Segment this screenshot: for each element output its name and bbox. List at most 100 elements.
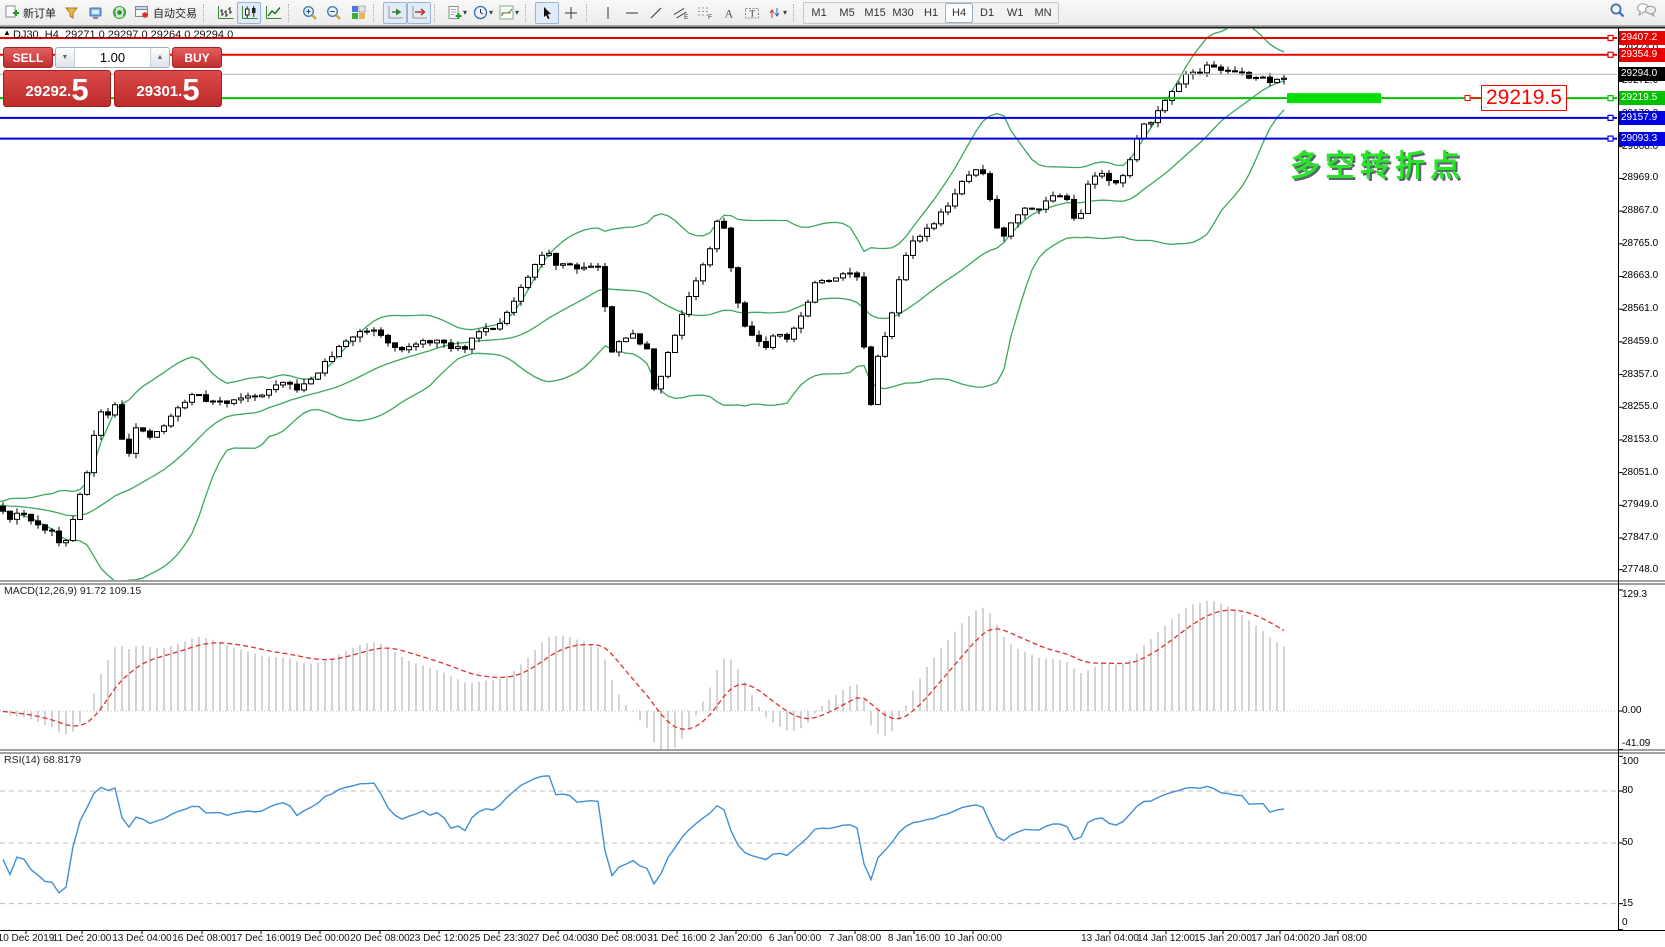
equidistant-channel-tool-button[interactable]: E: [668, 2, 692, 24]
price-axis-tick: 27847.0: [1622, 532, 1659, 543]
rsi-axis-tick: 15: [1622, 897, 1634, 909]
period-clock-dropdown[interactable]: ▾: [470, 2, 496, 24]
price-axis-tick: 28255.0: [1622, 401, 1659, 413]
buy-price-dot: .: [178, 83, 183, 100]
chart-annotation-text: 多空转折点: [1290, 150, 1465, 183]
text-label-tool-button[interactable]: T: [740, 2, 764, 24]
volume-decrease-button[interactable]: ▼: [56, 48, 75, 67]
price-axis-tick: 28663.0: [1622, 270, 1659, 282]
price-level-badge: 29407.2: [1619, 31, 1665, 45]
zoom-out-button[interactable]: [322, 2, 346, 24]
timeframe-m30[interactable]: M30: [892, 6, 914, 19]
search-icon[interactable]: [1609, 2, 1626, 24]
buy-price-button[interactable]: 29301. 5: [114, 70, 222, 107]
time-axis-label: 15 Jan 20:00: [1194, 933, 1252, 944]
buy-price-int: 29301: [136, 83, 179, 100]
price-axis-tick: 28051.0: [1622, 466, 1659, 478]
timeframe-m1[interactable]: M1: [811, 6, 827, 19]
trendline-tool-button[interactable]: [644, 2, 668, 24]
candlestick-chart-button[interactable]: [237, 1, 261, 24]
price-axis-tick: 28969.0: [1622, 172, 1659, 184]
chevron-down-icon: ▾: [489, 8, 494, 17]
time-axis-label: 30 Dec 08:00: [587, 933, 647, 944]
svg-text:E: E: [684, 14, 689, 20]
volume-increase-button[interactable]: ▲: [150, 48, 169, 67]
toolbar: 新订单 自动交易 ▾ ▾ ▾ E F A T ▾: [0, 0, 1665, 26]
bar-chart-button[interactable]: [213, 2, 237, 24]
one-click-trade-panel: SELL ▼ 1.00 ▲ BUY 29292. 5 29301. 5: [3, 47, 222, 107]
price-axis-tick: 29068.0: [1622, 140, 1659, 152]
time-axis-label: 17 Dec 16:00: [231, 933, 291, 944]
buy-button[interactable]: BUY: [172, 47, 222, 68]
timeframe-h1[interactable]: H1: [924, 6, 939, 19]
sell-button[interactable]: SELL: [3, 47, 53, 68]
price-axis-tick: 28765.0: [1622, 237, 1659, 249]
toolbar-separator: [586, 3, 592, 22]
terminal-monitor-button[interactable]: [83, 2, 107, 24]
broadcast-signal-button[interactable]: [107, 2, 131, 24]
price-axis-tick: 28153.0: [1622, 433, 1659, 445]
macd-axis-tick: 129.3: [1622, 589, 1648, 600]
timeframe-w1[interactable]: W1: [1006, 6, 1024, 19]
chevron-down-icon: ▾: [515, 8, 520, 17]
tile-windows-button[interactable]: [346, 2, 370, 24]
timeframe-m5[interactable]: M5: [839, 6, 855, 19]
chat-icon[interactable]: [1636, 2, 1657, 23]
vertical-line-tool-button[interactable]: [596, 2, 620, 24]
arrows-tool-dropdown[interactable]: ▾: [764, 2, 790, 24]
cursor-tool-button[interactable]: [535, 1, 560, 24]
toolbar-separator: [288, 3, 294, 22]
chevron-down-icon: ▾: [463, 8, 468, 17]
price-axis-tick: 28561.0: [1622, 303, 1659, 315]
timeframe-m15[interactable]: M15: [864, 6, 886, 19]
volume-input[interactable]: 1.00: [99, 50, 126, 65]
crosshair-tool-button[interactable]: [559, 2, 583, 24]
time-axis-label: 27 Dec 04:00: [528, 933, 588, 944]
svg-text:T: T: [750, 8, 756, 18]
svg-text:A: A: [724, 6, 733, 20]
new-order-button[interactable]: 新订单: [2, 2, 59, 24]
toolbar-separator: [203, 3, 209, 22]
time-axis-label: 10 Jan 00:00: [944, 933, 1002, 944]
rsi-indicator-label: RSI(14) 68.8179: [4, 754, 82, 766]
new-order-icon: [5, 4, 19, 21]
timeframe-mn[interactable]: MN: [1034, 6, 1052, 19]
timeframe-h4[interactable]: H4: [945, 2, 974, 23]
autotrading-icon: [134, 4, 149, 22]
price-level-badge: 29157.9: [1619, 110, 1665, 125]
current-price-badge: 29294.0: [1619, 67, 1665, 82]
price-axis-tick: 28357.0: [1622, 368, 1659, 380]
autotrading-button[interactable]: 自动交易: [131, 2, 200, 24]
sell-price-dot: .: [67, 83, 72, 100]
new-chart-dropdown[interactable]: ▾: [444, 2, 470, 24]
indicators-dropdown[interactable]: ▾: [496, 2, 522, 24]
time-axis-label: 10 Dec 2019: [0, 933, 55, 944]
zoom-in-button[interactable]: [298, 2, 322, 24]
toolbar-separator: [434, 3, 440, 22]
line-chart-button[interactable]: [261, 2, 285, 24]
time-axis-label: 13 Jan 04:00: [1081, 933, 1139, 944]
rsi-axis-tick: 0: [1622, 917, 1628, 928]
chart-pointer-icon: ▲: [3, 28, 11, 37]
time-axis-label: 20 Dec 08:00: [350, 933, 410, 944]
time-axis-label: 16 Dec 08:00: [172, 933, 232, 944]
chart-title: DJ30, H4 29271.0 29297.0 29264.0 29294.0: [13, 29, 234, 41]
rsi-axis-tick: 50: [1622, 837, 1634, 848]
fibonacci-tool-button[interactable]: F: [692, 2, 716, 24]
sell-price-button[interactable]: 29292. 5: [3, 70, 111, 107]
funnel-icon-button[interactable]: [59, 2, 83, 24]
toolbar-separator: [525, 3, 531, 22]
macd-axis-tick: -41.09: [1622, 738, 1651, 749]
timeframe-d1[interactable]: D1: [980, 6, 995, 19]
time-axis-label: 13 Dec 04:00: [112, 933, 172, 944]
chevron-down-icon: ▾: [783, 8, 788, 17]
chart-shift-button[interactable]: [407, 1, 431, 24]
auto-scroll-button[interactable]: [383, 1, 407, 24]
price-level-badge: 29219.5: [1619, 91, 1665, 106]
time-axis-label: 8 Jan 16:00: [887, 933, 941, 944]
horizontal-line-tool-button[interactable]: [620, 2, 644, 24]
text-tool-button[interactable]: A: [716, 2, 740, 24]
time-axis-label: 14 Jan 12:00: [1137, 933, 1195, 944]
price-axis-tick: 27949.0: [1622, 499, 1659, 511]
